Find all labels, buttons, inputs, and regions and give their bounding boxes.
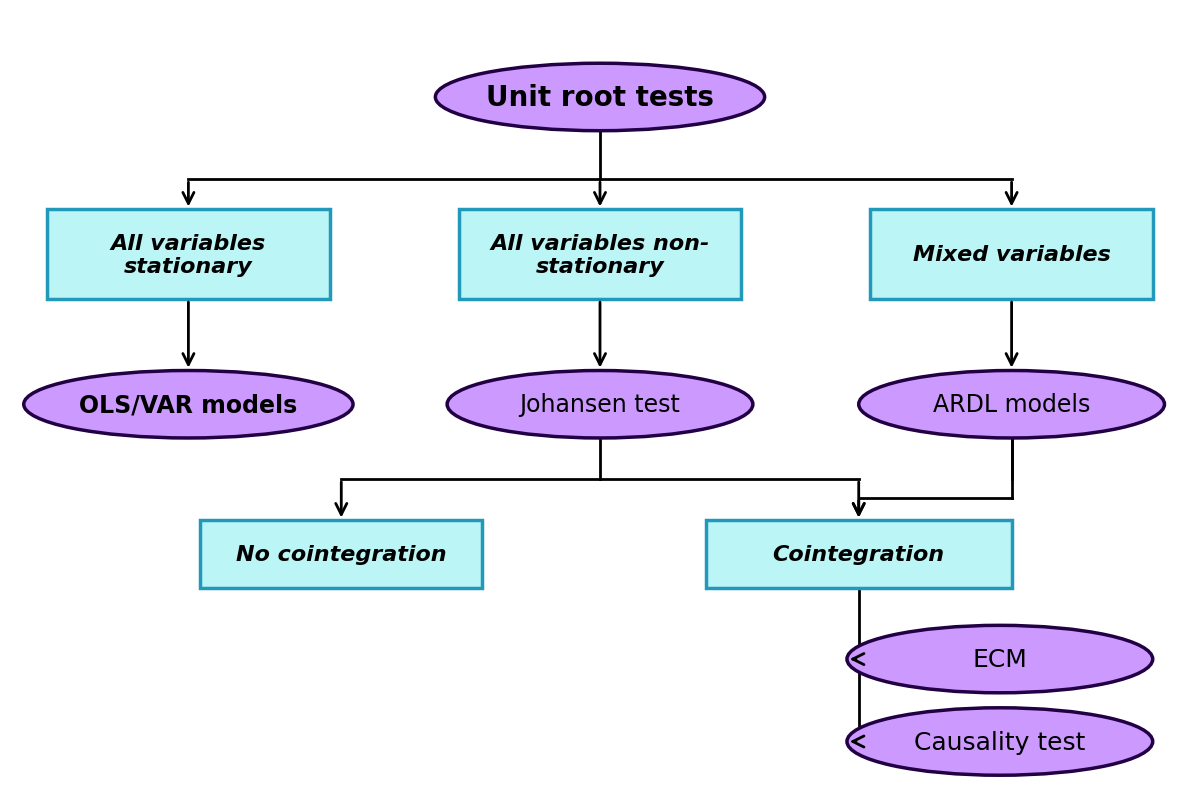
Ellipse shape: [436, 64, 764, 132]
Text: Johansen test: Johansen test: [520, 393, 680, 417]
Text: Cointegration: Cointegration: [773, 545, 944, 565]
FancyBboxPatch shape: [47, 210, 330, 300]
FancyBboxPatch shape: [870, 210, 1153, 300]
Text: All variables non-
stationary: All variables non- stationary: [491, 233, 709, 277]
Ellipse shape: [847, 626, 1153, 693]
FancyBboxPatch shape: [458, 210, 742, 300]
Text: OLS/VAR models: OLS/VAR models: [79, 393, 298, 417]
Text: ARDL models: ARDL models: [932, 393, 1091, 417]
Text: Unit root tests: Unit root tests: [486, 84, 714, 111]
FancyBboxPatch shape: [706, 520, 1012, 588]
Text: ECM: ECM: [972, 647, 1027, 671]
Text: Causality test: Causality test: [914, 730, 1086, 754]
FancyBboxPatch shape: [200, 520, 482, 588]
Text: Mixed variables: Mixed variables: [913, 245, 1110, 265]
Text: No cointegration: No cointegration: [236, 545, 446, 565]
Ellipse shape: [859, 371, 1164, 439]
Ellipse shape: [847, 708, 1153, 776]
Ellipse shape: [24, 371, 353, 439]
Text: All variables
stationary: All variables stationary: [110, 233, 266, 277]
Ellipse shape: [448, 371, 752, 439]
